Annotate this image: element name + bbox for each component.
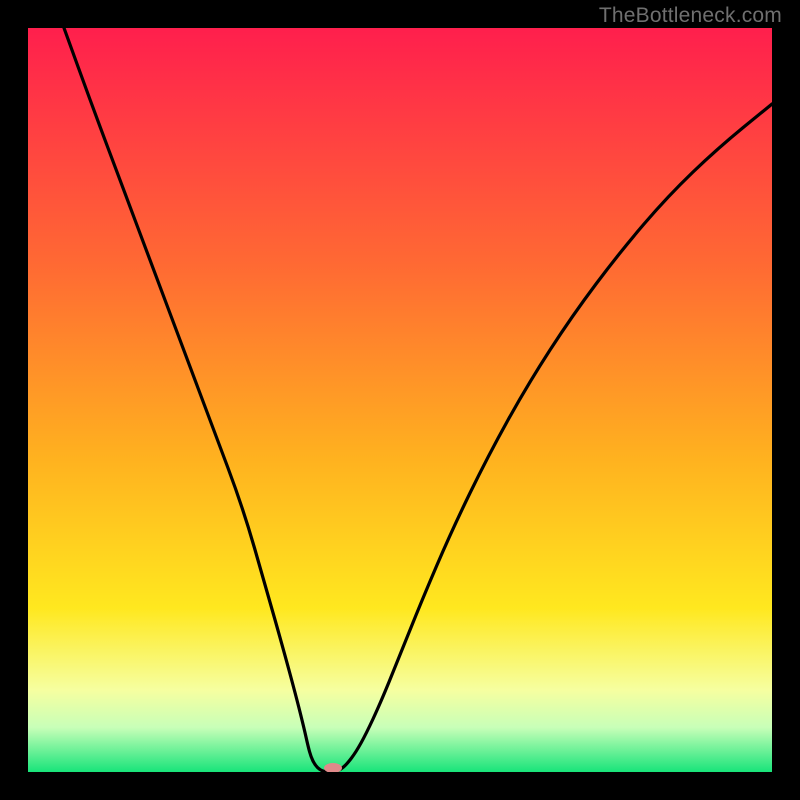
curve-svg bbox=[28, 28, 772, 772]
watermark-text: TheBottleneck.com bbox=[599, 4, 782, 28]
plot-area bbox=[28, 28, 772, 772]
bottleneck-curve bbox=[64, 28, 772, 772]
min-marker bbox=[324, 763, 342, 772]
chart-frame: TheBottleneck.com bbox=[0, 0, 800, 800]
marker-group bbox=[324, 763, 342, 772]
